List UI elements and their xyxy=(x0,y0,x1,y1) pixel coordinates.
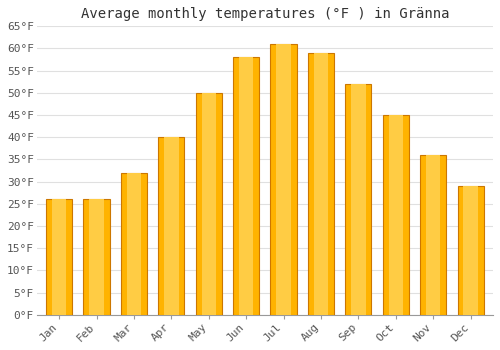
Bar xyxy=(202,93,216,315)
Bar xyxy=(233,57,260,315)
Bar xyxy=(276,44,291,315)
Bar xyxy=(314,53,328,315)
Title: Average monthly temperatures (°F ) in Gränna: Average monthly temperatures (°F ) in Gr… xyxy=(80,7,449,21)
Bar xyxy=(121,173,147,315)
Bar xyxy=(308,53,334,315)
Bar xyxy=(388,115,403,315)
Bar xyxy=(420,155,446,315)
Bar xyxy=(270,44,296,315)
Bar xyxy=(196,93,222,315)
Bar xyxy=(52,199,66,315)
Bar xyxy=(351,84,366,315)
Bar xyxy=(46,199,72,315)
Bar xyxy=(84,199,110,315)
Bar xyxy=(458,186,483,315)
Bar xyxy=(382,115,409,315)
Bar xyxy=(127,173,141,315)
Bar xyxy=(164,137,178,315)
Bar xyxy=(239,57,254,315)
Bar xyxy=(158,137,184,315)
Bar xyxy=(464,186,478,315)
Bar xyxy=(426,155,440,315)
Bar xyxy=(346,84,372,315)
Bar xyxy=(90,199,104,315)
